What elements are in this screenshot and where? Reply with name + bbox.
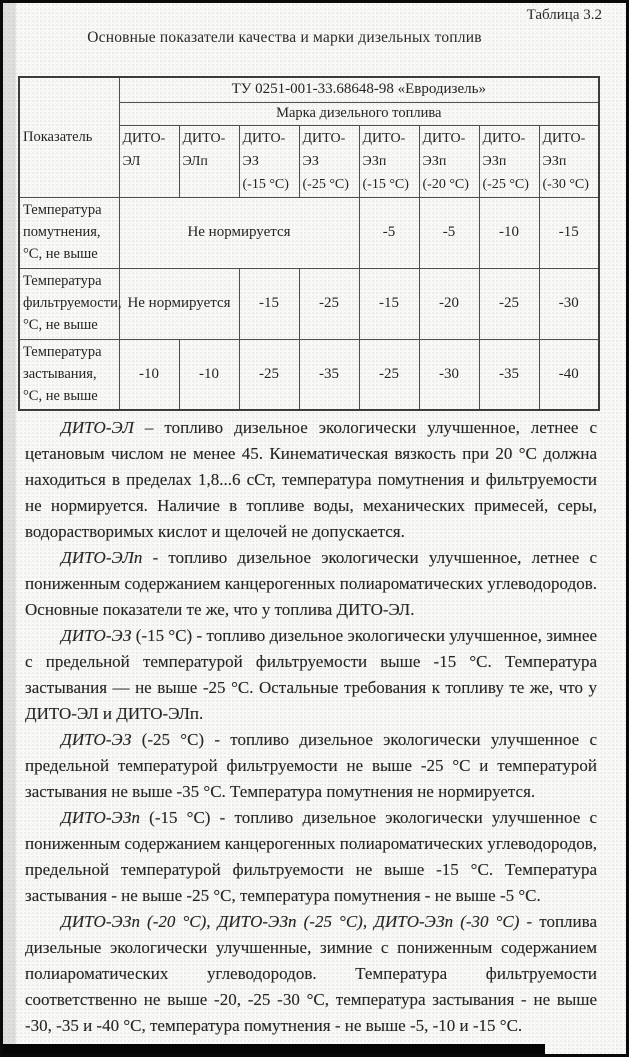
value-cell: -10 (178, 338, 240, 411)
fuel-name-lead: ДИТО-ЭЗп (-20 °С), ДИТО-ЭЗп (-25 °С), ДИ… (61, 912, 520, 931)
fuel-name-lead: ДИТО-ЭЗ (61, 730, 132, 749)
brand-header-cell: ДИТО- ЭЗп (-15 °С) (358, 124, 420, 198)
value-cell: -25 (358, 338, 420, 411)
table-row-brands: ДИТО- ЭЛ ДИТО- ЭЛп ДИТО- ЭЗ (-15 °С) ДИТ… (19, 124, 600, 198)
paragraph: ДИТО-ЭЗ (-25 °С) - топливо дизельное эко… (25, 727, 597, 805)
brand-header-cell: ДИТО- ЭЗп (-30 °С) (538, 124, 600, 198)
value-cell: -15 (238, 267, 300, 340)
paragraph: ДИТО-ЭЗп (-15 °С) - топливо дизельное эк… (25, 805, 597, 909)
paragraph-text: - топлива дизельные экологически улучшен… (25, 912, 597, 1035)
fuel-name-lead: ДИТО-ЭЛп (61, 548, 143, 567)
value-cell: -30 (418, 338, 480, 411)
value-cell: -10 (478, 196, 540, 269)
brand-header-cell: ДИТО- ЭЗп (-25 °С) (478, 124, 540, 198)
paragraph-text: (-15 °С) - топливо дизельное экологическ… (25, 808, 597, 905)
fuel-quality-table: Показатель ТУ 0251-001-33.68648-98 «Евро… (18, 76, 601, 411)
value-cell: Не нормируется (118, 196, 360, 269)
value-cell: -35 (298, 338, 360, 411)
row-label: Температура фильтруемости, °С, не выше (18, 267, 121, 340)
value-cell: -15 (358, 267, 420, 340)
value-cell: -25 (298, 267, 360, 340)
fuel-name-lead: ДИТО-ЭЗ (61, 626, 132, 645)
fuel-name-lead: ДИТО-ЭЗп (61, 808, 140, 827)
body-text: ДИТО-ЭЛ – топливо дизельное экологически… (25, 415, 597, 1039)
fuel-name-lead: ДИТО-ЭЛ (61, 418, 134, 437)
paragraph: ДИТО-ЭЛп - топливо дизельное экологическ… (25, 545, 597, 623)
paragraph-text: - топливо дизельное экологически улучшен… (25, 548, 597, 619)
page-title: Основные показатели качества и марки диз… (87, 29, 482, 46)
paragraph: ДИТО-ЭЗ (-15 °С) - топливо дизельное эко… (25, 623, 597, 727)
value-cell: -25 (478, 267, 540, 340)
paragraph-text: (-25 °С) - топливо дизельное экологическ… (25, 730, 597, 801)
table-row-filterability: Температура фильтруемости, °С, не выше Н… (18, 267, 600, 340)
brand-header-cell: ДИТО- ЭЗ (-15 °С) (238, 124, 300, 198)
value-cell: -35 (478, 338, 540, 411)
paragraph: ДИТО-ЭЛ – топливо дизельное экологически… (25, 415, 597, 545)
table-row-spec: Показатель ТУ 0251-001-33.68648-98 «Евро… (18, 76, 600, 198)
value-cell: -25 (238, 338, 300, 411)
brand-header-cell: ДИТО- ЭЛп (178, 124, 240, 198)
value-cell: -10 (118, 338, 180, 411)
row-label: Температура помутнения, °С, не выше (18, 196, 120, 269)
value-cell: -15 (538, 196, 600, 269)
table-row-cloud-point: Температура помутнения, °С, не выше Не н… (18, 196, 600, 269)
spec-header-cell: ТУ 0251-001-33.68648-98 «Евродизель» (118, 76, 600, 103)
indicator-header-cell: Показатель (18, 76, 120, 198)
value-cell: -5 (358, 196, 420, 269)
table-row-group: Марка дизельного топлива (19, 101, 600, 126)
value-cell: -40 (538, 338, 600, 411)
table-row-pour-point: Температура застывания, °С, не выше -10 … (18, 338, 600, 411)
brand-header-cell: ДИТО- ЭЛ (118, 124, 180, 198)
table-caption: Таблица 3.2 (526, 7, 602, 23)
group-header-cell: Марка дизельного топлива (118, 101, 600, 126)
value-cell: -20 (418, 267, 480, 340)
paragraph-text: (-15 °С) - топливо дизельное экологическ… (25, 626, 597, 723)
value-cell: Не нормируется (118, 267, 240, 340)
brand-header-cell: ДИТО- ЭЗп (-20 °С) (418, 124, 480, 198)
brand-header-cell: ДИТО- ЭЗ (-25 °С) (298, 124, 360, 198)
paragraph-text: – топливо дизельное экологически улучшен… (25, 418, 597, 541)
paragraph: ДИТО-ЭЗп (-20 °С), ДИТО-ЭЗп (-25 °С), ДИ… (25, 909, 597, 1039)
value-cell: -5 (418, 196, 480, 269)
value-cell: -30 (538, 267, 600, 340)
scan-edge-artifact (3, 1044, 545, 1054)
row-label: Температура застывания, °С, не выше (18, 338, 120, 411)
